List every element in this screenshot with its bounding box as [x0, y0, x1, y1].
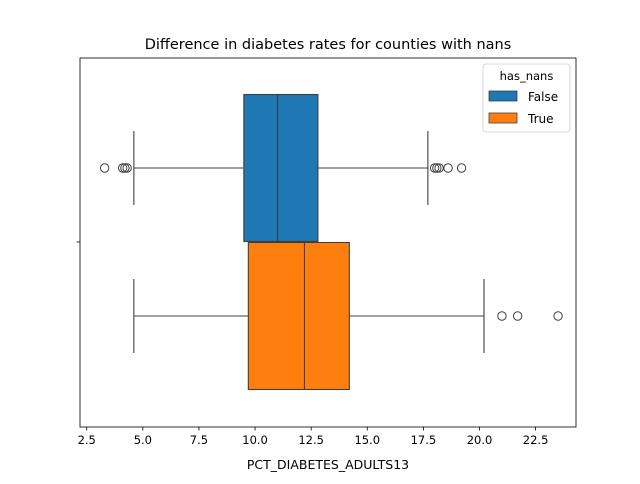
outlier-point: [120, 163, 130, 173]
legend-swatch-true: [488, 112, 518, 124]
x-tick-label: 15.0: [354, 433, 380, 447]
x-tick-label: 17.5: [411, 433, 437, 447]
legend-swatch-false: [488, 90, 518, 102]
iqr-box: [243, 93, 319, 243]
outlier-point: [432, 163, 442, 173]
x-axis: 2.5 5.0 7.5 10.0 12.5 15.0 17.5 20.0 22.5: [78, 427, 549, 447]
outlier-point: [497, 311, 507, 321]
x-tick-label: 12.5: [298, 433, 324, 447]
legend-label-false: False: [528, 90, 558, 104]
box-false: [99, 93, 467, 243]
outlier-point: [553, 311, 563, 321]
outlier-point: [434, 163, 444, 173]
outlier-point: [512, 311, 523, 321]
x-tick-label: 5.0: [134, 433, 152, 447]
x-axis-label: PCT_DIABETES_ADULTS13: [247, 457, 409, 472]
outlier-point: [443, 163, 453, 173]
box-group: [99, 93, 563, 391]
box-true: [133, 241, 563, 391]
outlier-point: [99, 163, 110, 173]
legend-label-true: True: [527, 112, 554, 126]
outlier-point: [122, 163, 132, 173]
plot-frame: [79, 57, 577, 428]
legend: has_nans False True: [482, 63, 571, 133]
x-tick-label: 7.5: [190, 433, 208, 447]
x-tick-label: 22.5: [523, 433, 549, 447]
legend-title: has_nans: [500, 69, 554, 83]
iqr-box: [247, 241, 350, 391]
x-tick-label: 20.0: [467, 433, 493, 447]
x-tick-label: 10.0: [242, 433, 268, 447]
outlier-point: [429, 163, 440, 173]
outlier-point: [117, 163, 128, 173]
x-tick-label: 2.5: [78, 433, 96, 447]
outlier-point: [456, 163, 467, 173]
chart-title: Difference in diabetes rates for countie…: [145, 37, 512, 53]
